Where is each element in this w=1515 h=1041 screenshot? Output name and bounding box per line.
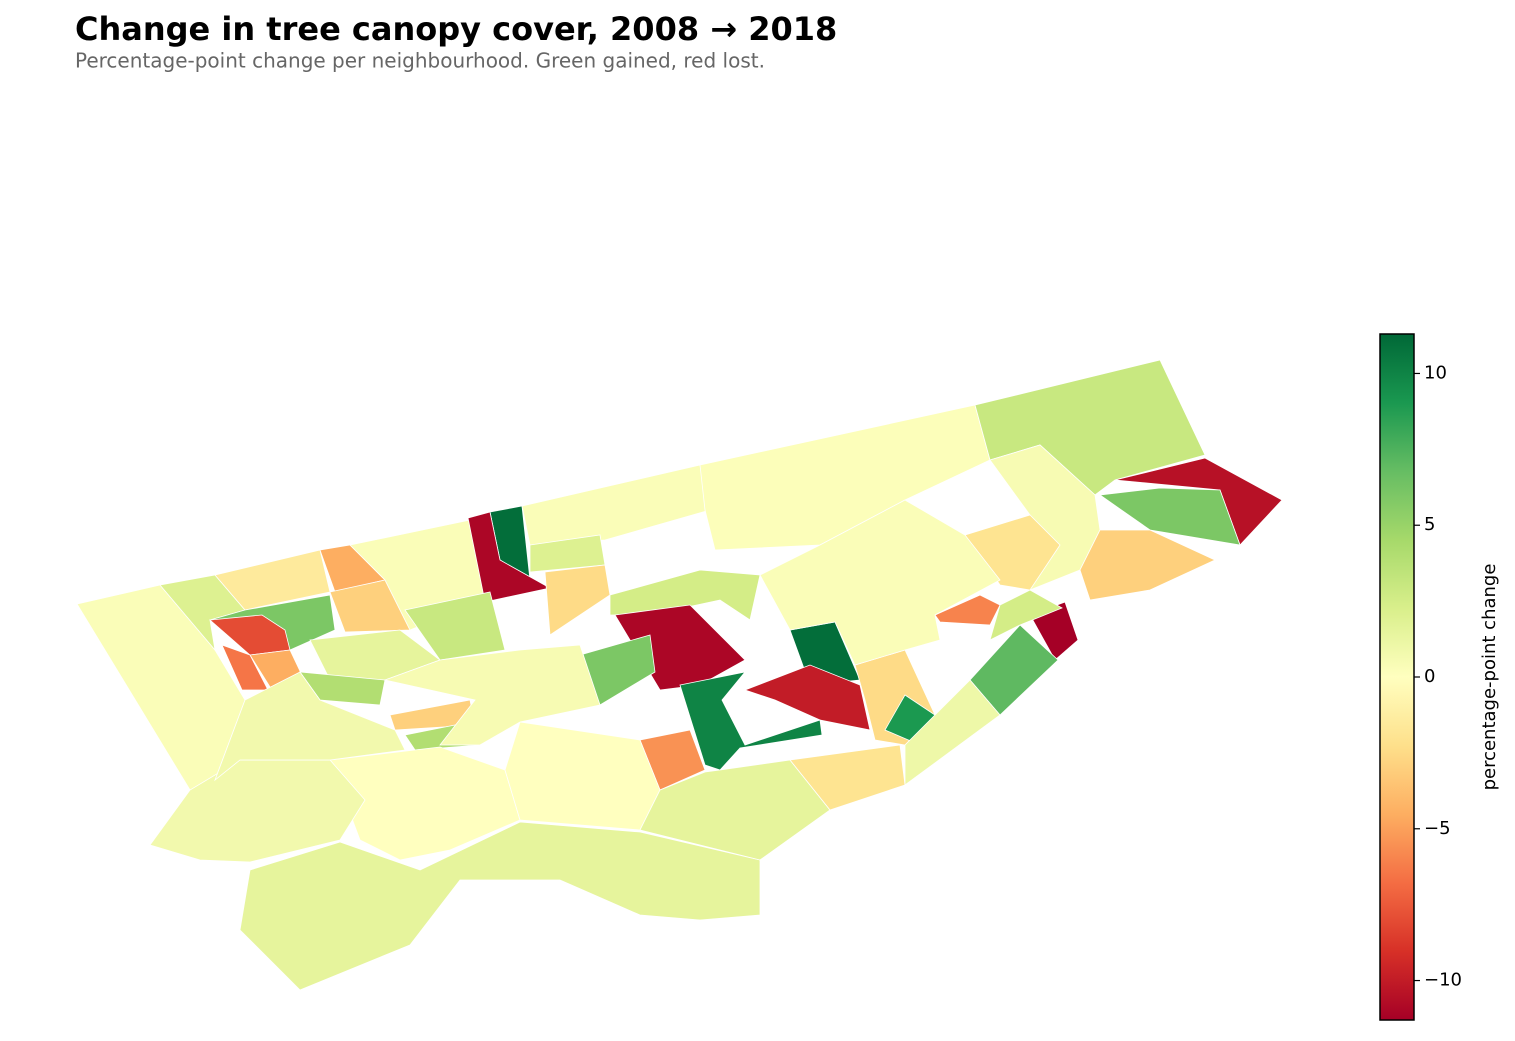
region bbox=[214, 671, 406, 782]
region bbox=[989, 589, 1063, 641]
region bbox=[743, 664, 871, 731]
colorbar-tick-label: 5 bbox=[1424, 514, 1435, 535]
region bbox=[504, 721, 661, 831]
region bbox=[1079, 529, 1216, 601]
colorbar-tick-label: −5 bbox=[1424, 818, 1451, 839]
region bbox=[383, 644, 601, 746]
region bbox=[467, 511, 552, 603]
region bbox=[329, 746, 521, 861]
chart-subtitle: Percentage-point change per neighbourhoo… bbox=[75, 49, 765, 73]
region bbox=[679, 671, 823, 771]
region bbox=[521, 464, 711, 546]
colorbar-tick-label: −10 bbox=[1424, 970, 1462, 991]
colorbar-fill bbox=[1379, 333, 1415, 1021]
region bbox=[1114, 457, 1283, 546]
region bbox=[544, 564, 611, 636]
region bbox=[934, 594, 1001, 626]
region bbox=[239, 821, 761, 991]
region bbox=[759, 499, 1001, 666]
region bbox=[209, 614, 291, 656]
colorbar-tick-label: 10 bbox=[1424, 362, 1447, 383]
region bbox=[1098, 487, 1241, 546]
region bbox=[149, 759, 366, 863]
map bbox=[76, 359, 1283, 991]
chart-title: Change in tree canopy cover, 2008 → 2018 bbox=[75, 10, 837, 48]
colorbar: −10 −5 0 5 10 percentage-point change bbox=[1379, 333, 1500, 1021]
region bbox=[904, 679, 1001, 786]
colorbar-tick-label: 0 bbox=[1424, 666, 1435, 687]
region bbox=[404, 591, 506, 661]
colorbar-label: percentage-point change bbox=[1479, 564, 1500, 791]
